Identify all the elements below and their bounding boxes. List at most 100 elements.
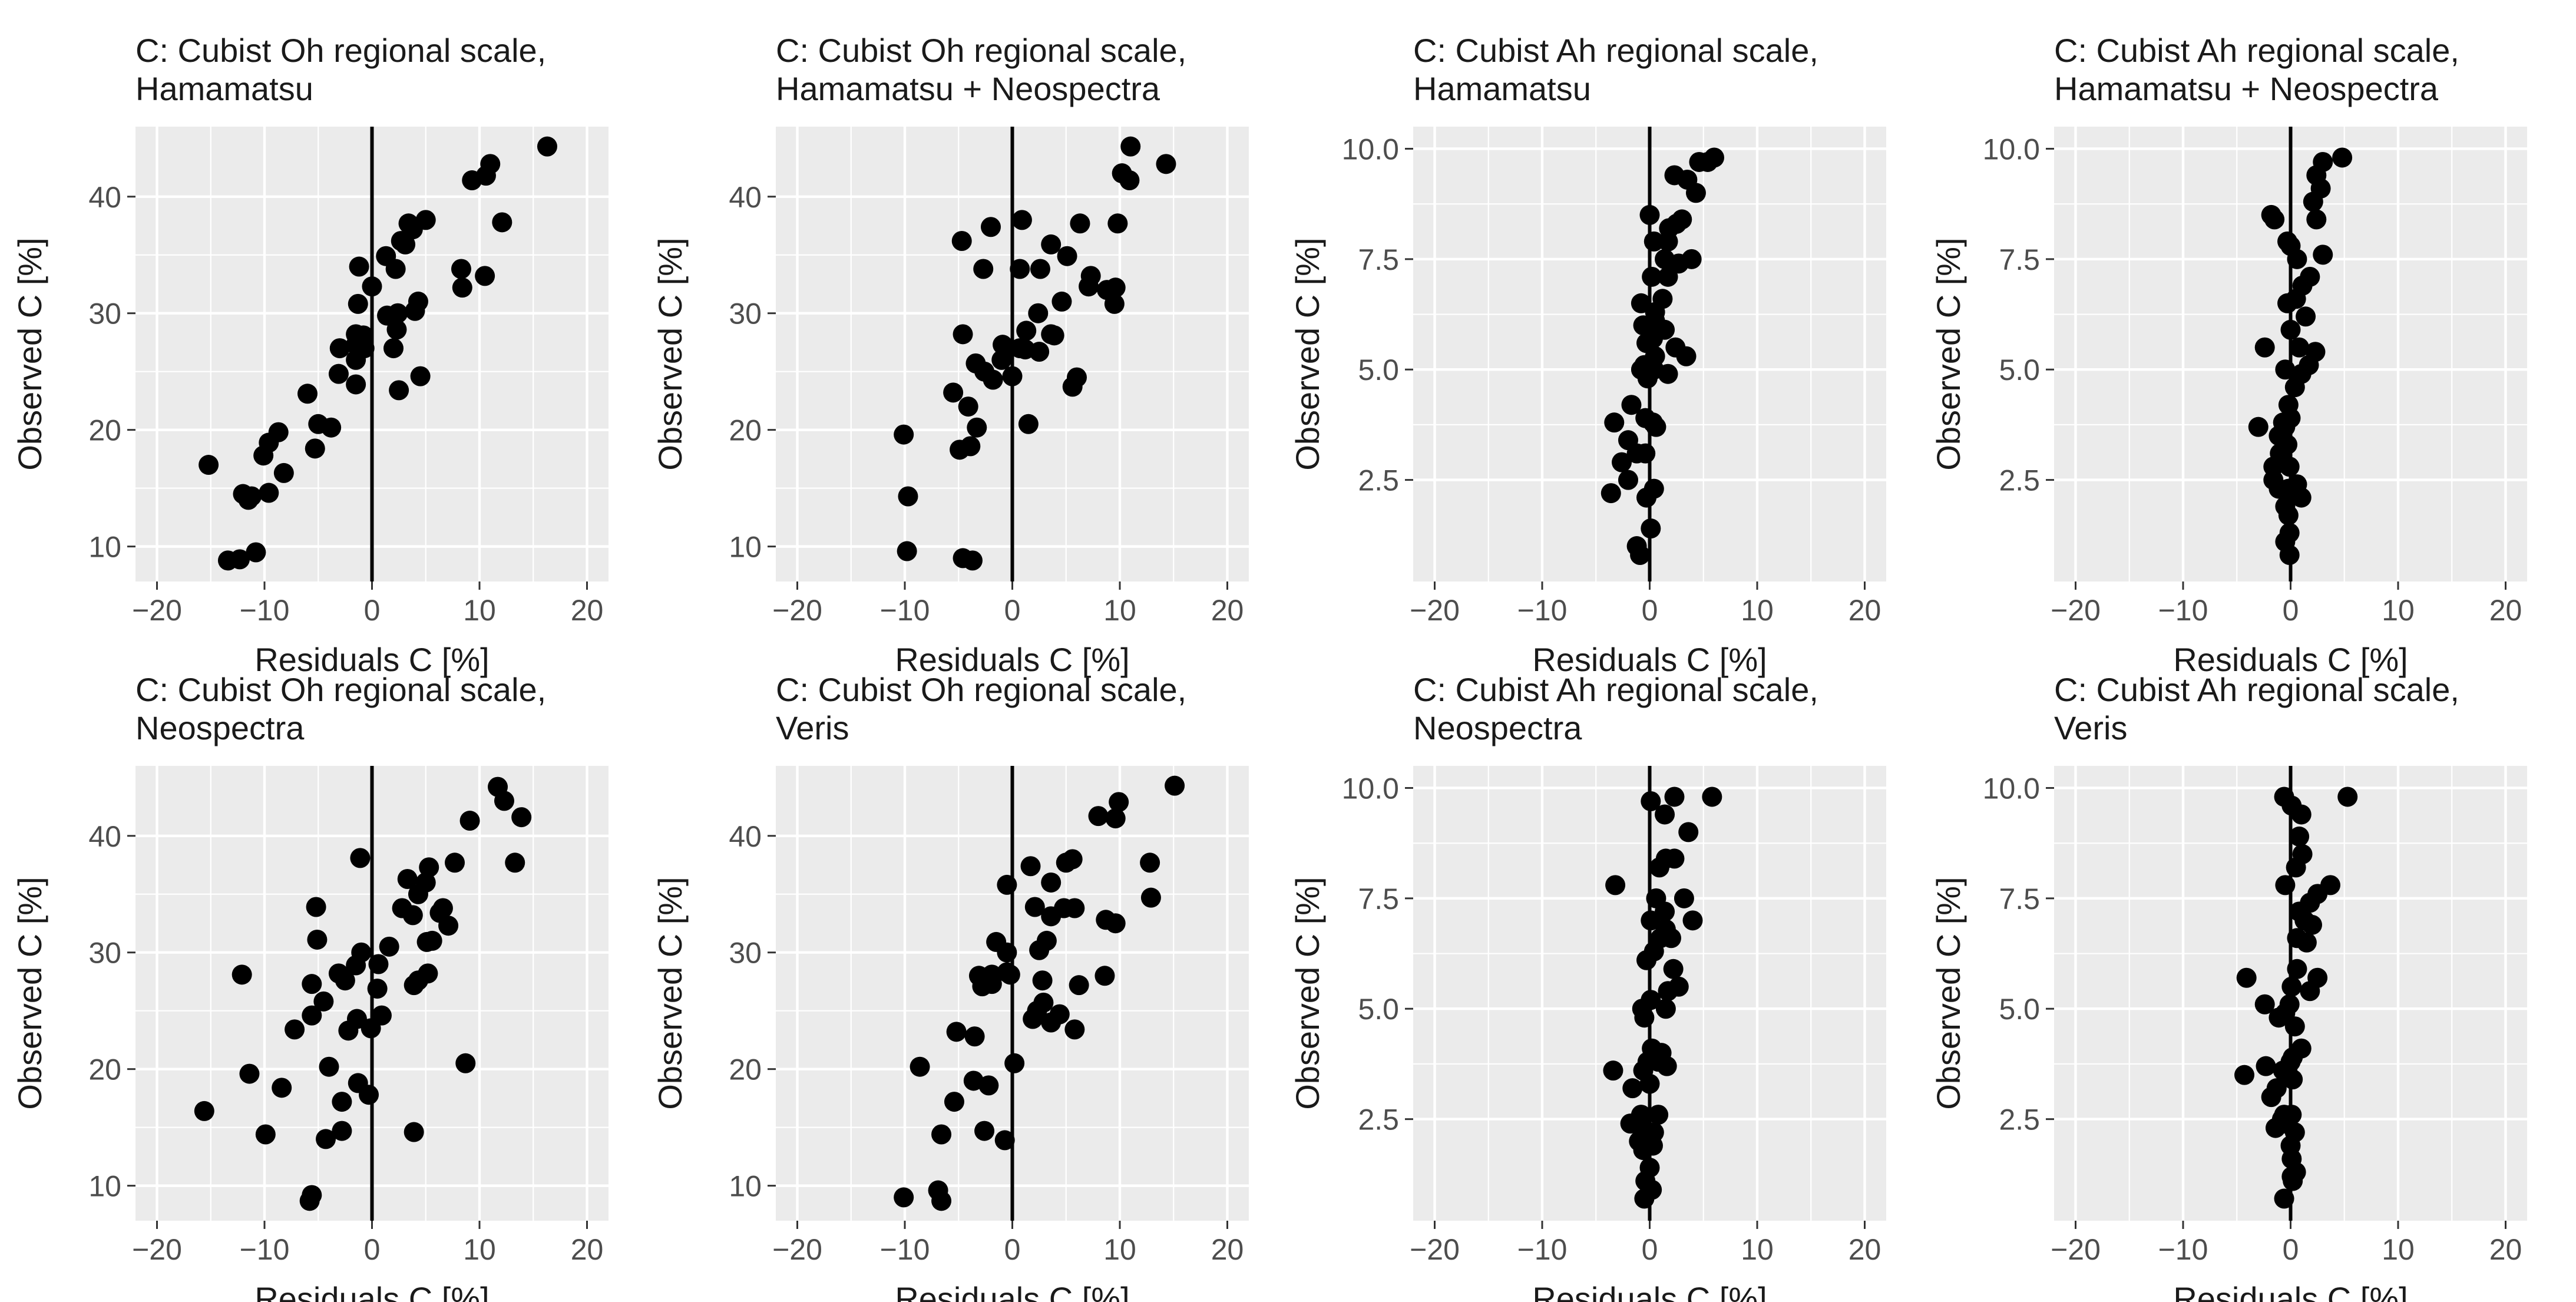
data-point bbox=[1029, 940, 1050, 960]
data-point bbox=[273, 462, 294, 483]
data-point bbox=[1105, 913, 1126, 934]
data-point bbox=[2332, 147, 2353, 168]
x-tick-label: −10 bbox=[2158, 594, 2208, 627]
data-point bbox=[1630, 545, 1651, 566]
data-point bbox=[981, 974, 1002, 994]
data-point bbox=[958, 396, 978, 417]
data-point bbox=[931, 1191, 952, 1211]
data-point bbox=[306, 897, 326, 917]
data-point bbox=[1016, 320, 1037, 341]
data-point bbox=[408, 884, 428, 904]
data-point bbox=[1678, 822, 1699, 842]
panel-6: −20 −10 0 10 20 10 20 30 40 Residuals C [%] Observ… bbox=[652, 671, 1249, 1302]
data-point bbox=[1603, 1060, 1623, 1081]
data-point bbox=[452, 277, 472, 298]
data-point bbox=[459, 811, 480, 831]
data-point bbox=[2265, 1118, 2286, 1138]
data-point bbox=[1646, 417, 1666, 437]
data-point bbox=[1057, 246, 1077, 266]
y-tick-label: 20 bbox=[729, 1053, 762, 1086]
data-point bbox=[2269, 1007, 2289, 1028]
data-point bbox=[1018, 414, 1039, 434]
data-point bbox=[255, 1124, 276, 1145]
data-point bbox=[1644, 478, 1664, 499]
x-tick-label: −10 bbox=[1517, 594, 1568, 627]
data-point bbox=[2283, 1171, 2303, 1191]
data-point bbox=[398, 213, 419, 234]
x-axis-title: Residuals C [%] bbox=[1532, 1280, 1767, 1302]
panel-title-line: C: Cubist Ah regional scale, bbox=[1413, 671, 1818, 708]
data-point bbox=[997, 942, 1017, 963]
data-point bbox=[951, 230, 972, 251]
data-point bbox=[1635, 443, 1656, 464]
data-point bbox=[2273, 1060, 2293, 1081]
x-tick-label: 20 bbox=[1848, 594, 1881, 627]
data-point bbox=[1000, 964, 1020, 985]
y-tick-label: 2.5 bbox=[1999, 1103, 2040, 1136]
x-tick-label: −20 bbox=[772, 594, 822, 627]
data-point bbox=[2278, 505, 2299, 526]
data-point bbox=[368, 954, 389, 974]
data-point bbox=[1041, 872, 1062, 893]
data-point bbox=[1028, 303, 1049, 323]
data-point bbox=[1069, 975, 1089, 996]
data-point bbox=[349, 256, 369, 277]
x-tick-label: 10 bbox=[1103, 1233, 1136, 1266]
data-point bbox=[335, 970, 355, 991]
data-point bbox=[389, 380, 409, 401]
data-point bbox=[332, 1121, 352, 1141]
data-point bbox=[379, 936, 399, 957]
data-point bbox=[1641, 910, 1661, 931]
data-point bbox=[1658, 266, 1678, 287]
data-point bbox=[894, 1187, 914, 1208]
data-point bbox=[994, 1130, 1015, 1151]
data-point bbox=[1655, 804, 1675, 825]
data-point bbox=[1094, 966, 1115, 986]
data-point bbox=[981, 217, 1001, 237]
data-point bbox=[376, 246, 396, 266]
x-tick-label: 20 bbox=[1211, 594, 1244, 627]
x-tick-label: −20 bbox=[772, 1233, 822, 1266]
x-tick-label: 20 bbox=[571, 594, 604, 627]
data-point bbox=[422, 930, 442, 951]
data-point bbox=[1024, 897, 1045, 917]
data-point bbox=[1644, 231, 1664, 252]
y-tick-label: 30 bbox=[729, 937, 762, 970]
panel-title-line: C: Cubist Ah regional scale, bbox=[2054, 671, 2459, 708]
data-point bbox=[268, 422, 289, 442]
data-point bbox=[1079, 276, 1099, 297]
data-point bbox=[2287, 249, 2307, 269]
panel-7: −20 −10 0 10 20 2.5 5.0 7.5 10.0 Residuals C [%] O… bbox=[1289, 671, 1886, 1302]
x-tick-label: −20 bbox=[2051, 1233, 2101, 1266]
x-tick-label: 0 bbox=[1004, 594, 1021, 627]
x-tick-label: 20 bbox=[2489, 1233, 2522, 1266]
data-point bbox=[2286, 289, 2306, 309]
data-point bbox=[321, 417, 342, 438]
panel-title-line: Veris bbox=[2054, 709, 2128, 746]
y-tick-label: 10 bbox=[88, 1170, 121, 1203]
data-point bbox=[2248, 417, 2269, 437]
data-point bbox=[1004, 1053, 1025, 1073]
data-point bbox=[359, 1085, 379, 1105]
data-point bbox=[475, 266, 495, 286]
y-tick-label: 10 bbox=[729, 531, 762, 564]
x-tick-label: 10 bbox=[2382, 1233, 2415, 1266]
data-point bbox=[194, 1101, 214, 1121]
data-point bbox=[1676, 346, 1697, 366]
panel-title-line: C: Cubist Ah regional scale, bbox=[1413, 32, 1818, 69]
data-point bbox=[2291, 804, 2312, 825]
x-tick-label: 10 bbox=[1741, 594, 1774, 627]
data-point bbox=[2284, 1016, 2305, 1037]
data-point bbox=[1064, 1019, 1085, 1040]
x-tick-label: 20 bbox=[1211, 1233, 1244, 1266]
data-point bbox=[1010, 259, 1030, 279]
y-tick-label: 5.0 bbox=[1358, 353, 1399, 386]
data-point bbox=[2254, 994, 2275, 1014]
x-tick-label: −20 bbox=[132, 1233, 182, 1266]
data-point bbox=[1621, 395, 1642, 415]
data-point bbox=[953, 324, 973, 345]
data-point bbox=[383, 338, 404, 359]
data-point bbox=[974, 1121, 995, 1141]
data-point bbox=[348, 293, 368, 314]
data-point bbox=[1062, 376, 1083, 397]
